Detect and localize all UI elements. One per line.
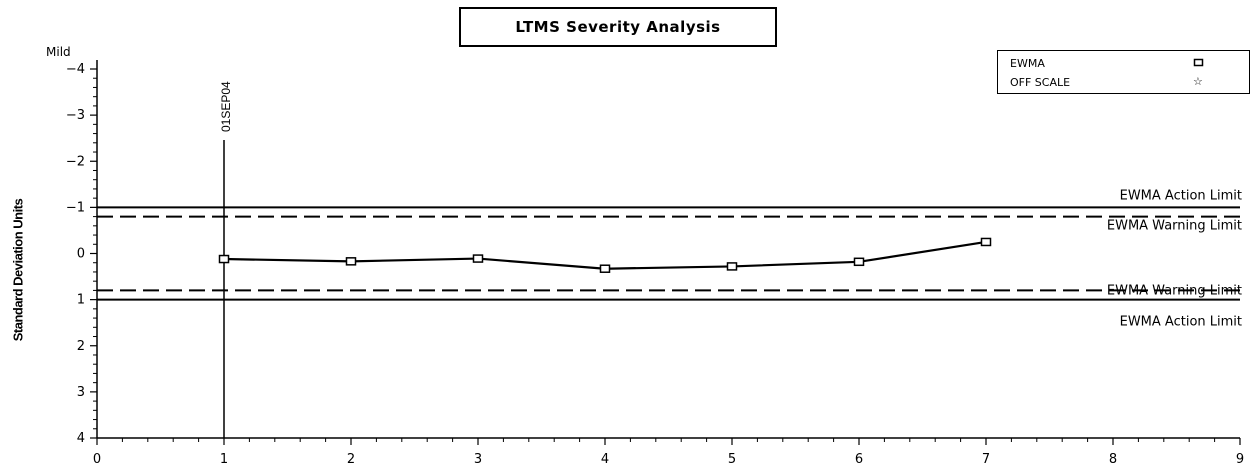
ewma-data-point [345,257,357,266]
x-tick-label: 1 [220,452,228,467]
ewma-data-point [218,254,230,264]
ewma-data-point [980,237,992,247]
ewma-data-point [853,257,865,267]
warning-limit-label: EWMA Warning Limit [1107,283,1242,298]
y-tick-label: −1 [66,200,85,215]
ewma-data-point [599,264,611,273]
legend: EWMA OFF SCALE ☆ [997,50,1250,94]
x-tick-label: 0 [93,452,101,467]
ewma-data-point [726,262,738,271]
x-tick-label: 5 [728,452,736,467]
legend-item-off-scale: OFF SCALE ☆ [1010,75,1240,89]
mild-label: Mild [46,45,71,59]
y-tick-label: 0 [77,247,85,262]
x-tick-label: 7 [982,452,990,467]
chart-title-box: LTMS Severity Analysis [459,7,777,47]
ewma-data-point [472,254,484,263]
legend-item-ewma: EWMA [1010,57,1240,70]
x-tick-label: 3 [474,452,482,467]
legend-label-off-scale: OFF SCALE [1010,76,1071,89]
y-tick-label: 2 [77,339,85,354]
date-marker-label: 01SEP04 [219,81,233,132]
action-limit-label: EWMA Action Limit [1120,188,1242,203]
y-tick-label: −4 [66,62,85,77]
warning-limit-label: EWMA Warning Limit [1107,219,1242,234]
y-tick-label: 4 [77,431,85,446]
star-marker-icon: ☆ [1193,75,1203,88]
x-tick-label: 6 [855,452,863,467]
y-tick-label: 1 [77,293,85,308]
x-tick-label: 9 [1236,452,1244,467]
y-tick-label: −3 [66,108,85,123]
x-tick-label: 2 [347,452,355,467]
action-limit-label: EWMA Action Limit [1120,315,1242,330]
square-marker-icon [1193,58,1204,67]
chart-title: LTMS Severity Analysis [515,18,721,36]
x-tick-label: 4 [601,452,609,467]
x-tick-label: 8 [1109,452,1117,467]
y-tick-label: 3 [77,385,85,400]
legend-label-ewma: EWMA [1010,57,1045,70]
y-tick-label: −2 [66,154,85,169]
